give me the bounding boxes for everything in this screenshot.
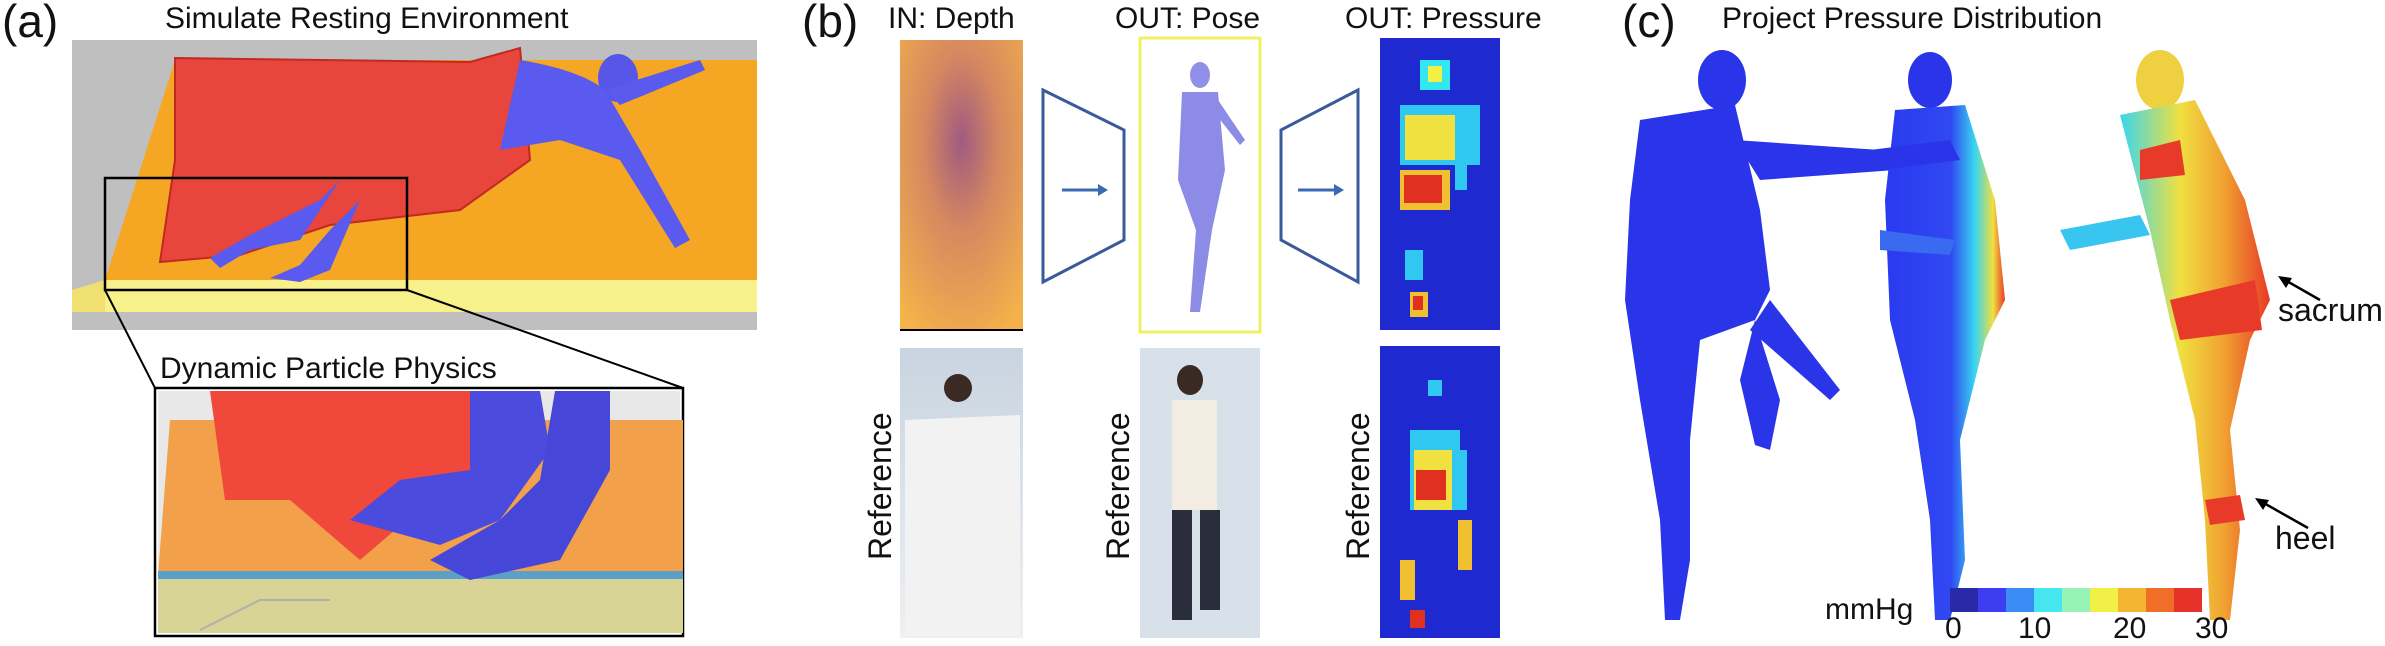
heel-arrow-icon (2255, 498, 2269, 510)
panel-c-title: Project Pressure Distribution (1722, 2, 2103, 35)
zoom-box (103, 176, 409, 292)
mesh-body-high (2060, 50, 2270, 620)
panel-a-letter: (a) (2, 0, 59, 47)
colorbar-tick-10: 10 (2018, 612, 2052, 645)
colorbar (1950, 588, 2202, 612)
callout-sacrum: sacrum (2278, 292, 2383, 328)
colorbar-swatch (2118, 588, 2146, 612)
colorbar-swatch (2006, 588, 2034, 612)
panel-b-col2-title: OUT: Pose (1115, 2, 1261, 35)
depth-image (900, 40, 1023, 330)
arrow-2-icon (1334, 184, 1344, 196)
mesh-body-mid (1870, 52, 2005, 620)
inset-particles-side (158, 575, 683, 633)
colorbar-tick-20: 20 (2113, 612, 2147, 645)
inset-blanket (210, 391, 500, 560)
colorbar-swatch (1978, 588, 2006, 612)
colorbar-tick-0: 0 (1945, 612, 1962, 645)
mesh-body-low (1625, 50, 1895, 620)
mattress-side (105, 280, 757, 312)
panel-c-letter: (c) (1622, 0, 1676, 47)
blanket (158, 46, 532, 264)
colorbar-tick-30: 30 (2195, 612, 2229, 645)
body-leg-1 (210, 180, 340, 268)
panel-a-inset-title: Dynamic Particle Physics (160, 352, 497, 385)
body-arm (605, 60, 705, 105)
panel-b-col3-title: OUT: Pressure (1345, 2, 1542, 35)
body-torso (500, 60, 690, 248)
panel-b-letter: (b) (802, 0, 859, 47)
pose-body (1178, 92, 1225, 312)
callout-heel: heel (2275, 520, 2336, 556)
colorbar-swatch (2090, 588, 2118, 612)
panel-b-col1-title: IN: Depth (888, 2, 1015, 35)
colorbar-swatch (2174, 588, 2202, 612)
body-leg-2 (270, 200, 360, 282)
colorbar-swatch (2062, 588, 2090, 612)
panel-a-title: Simulate Resting Environment (165, 2, 569, 35)
arrow-1-icon (1098, 184, 1108, 196)
colorbar-swatch (1950, 588, 1978, 612)
decoder-trapezoid (1279, 87, 1360, 285)
colorbar-unit-label: mmHg (1825, 593, 1914, 626)
inset-foot-2 (430, 391, 610, 580)
encoder-trapezoid (1041, 87, 1126, 285)
sacrum-arrow-icon (2278, 276, 2292, 288)
inset-foot-1 (350, 391, 550, 545)
colorbar-swatch (2034, 588, 2062, 612)
colorbar-swatch (2146, 588, 2174, 612)
